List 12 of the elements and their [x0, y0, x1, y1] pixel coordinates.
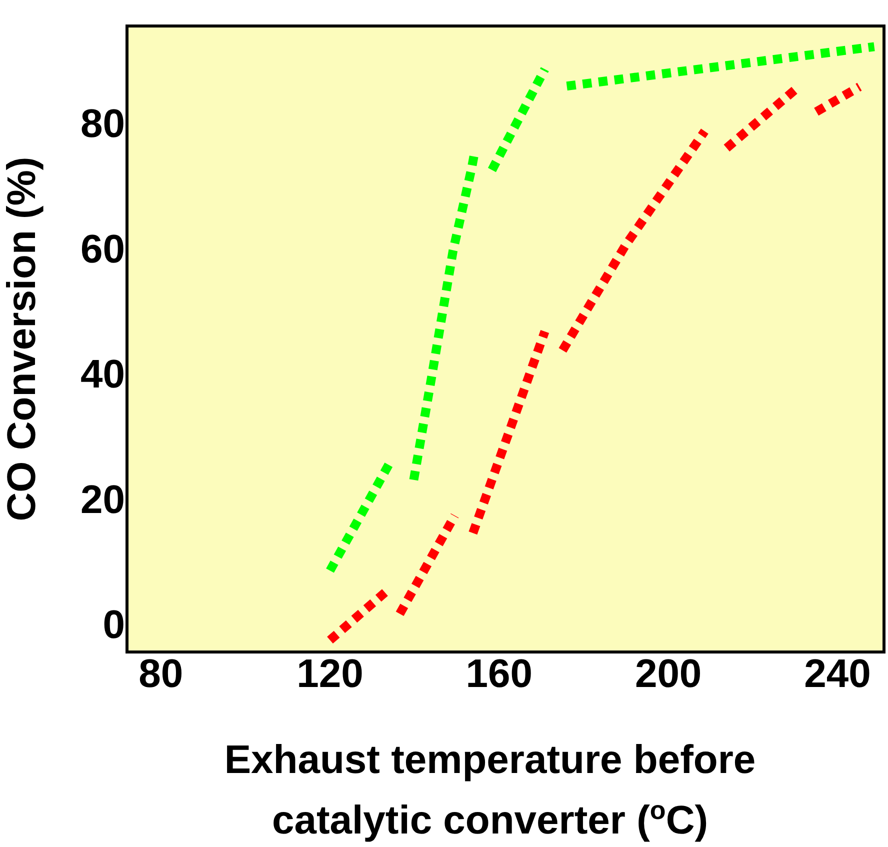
y-tick-label: 40 — [80, 352, 125, 397]
y-tick-label: 0 — [102, 602, 125, 647]
x-tick-label: 200 — [634, 652, 702, 696]
x-tick-label: 240 — [804, 652, 871, 696]
y-axis-title: CO Conversion (%) — [0, 156, 44, 522]
x-axis-title: Exhaust temperature before catalytic converter ($^{o}$C) — [223, 737, 757, 844]
y-tick-label: 20 — [80, 478, 125, 522]
x-tick-label: 120 — [296, 652, 364, 696]
x-tick-label: 160 — [466, 652, 533, 696]
y-tick-label: 60 — [80, 227, 125, 272]
x-tick-label: 80 — [138, 652, 184, 696]
y-tick-label: 80 — [80, 102, 125, 146]
